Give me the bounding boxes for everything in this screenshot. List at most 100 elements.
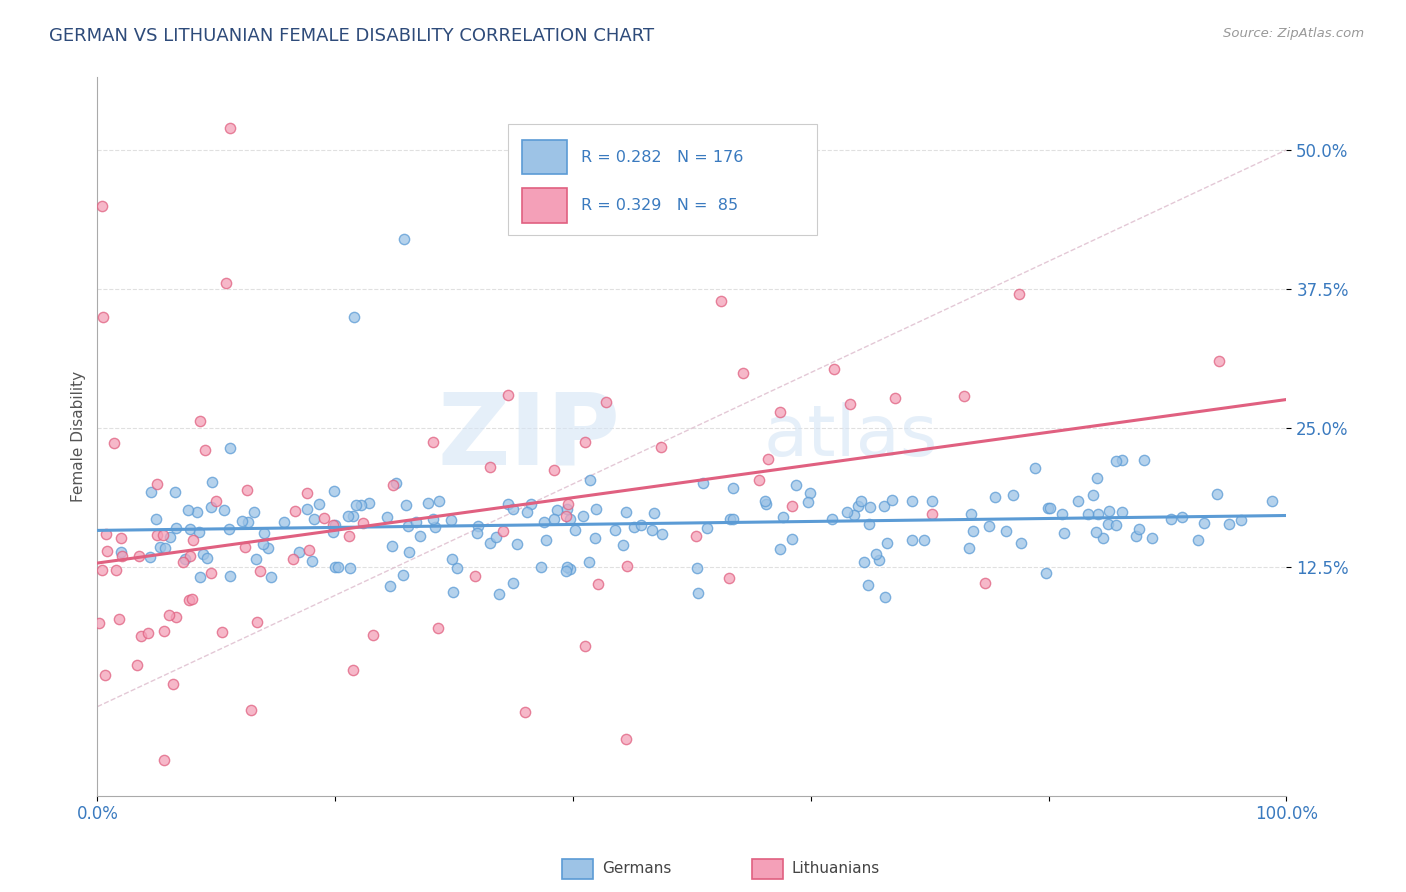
Text: Source: ZipAtlas.com: Source: ZipAtlas.com <box>1223 27 1364 40</box>
Point <box>574 434 596 449</box>
Point <box>572 508 595 523</box>
Point <box>558 562 581 576</box>
Point <box>295 485 318 500</box>
Point <box>342 310 364 324</box>
Point <box>378 578 401 592</box>
Point <box>1111 453 1133 467</box>
Point <box>257 541 280 555</box>
Point <box>977 519 1000 533</box>
Point <box>688 586 710 600</box>
Point <box>139 549 162 564</box>
Point <box>94 668 117 682</box>
Point <box>492 524 515 538</box>
Point <box>901 494 924 508</box>
Point <box>384 476 406 491</box>
Point <box>520 497 543 511</box>
Point <box>513 706 536 720</box>
Point <box>650 440 672 454</box>
Point <box>588 577 610 591</box>
Point <box>235 483 257 497</box>
Point <box>398 544 420 558</box>
Point <box>1092 531 1115 545</box>
Point <box>308 497 330 511</box>
Point <box>1024 460 1046 475</box>
Point <box>718 511 741 525</box>
Point <box>359 496 381 510</box>
Point <box>1010 536 1032 550</box>
Point <box>200 566 222 580</box>
Point <box>128 549 150 564</box>
Point <box>218 568 240 582</box>
Point <box>425 520 447 534</box>
Text: Germans: Germans <box>602 862 671 876</box>
Point <box>215 277 238 291</box>
Point <box>721 481 744 495</box>
Point <box>785 478 807 492</box>
Point <box>392 232 415 246</box>
Point <box>952 389 974 403</box>
Point <box>179 522 201 536</box>
Point <box>1053 526 1076 541</box>
Point <box>361 628 384 642</box>
Point <box>464 568 486 582</box>
Point <box>994 524 1017 538</box>
Point <box>245 615 267 630</box>
Point <box>769 541 792 556</box>
Point <box>502 576 524 591</box>
Point <box>578 473 600 487</box>
Point <box>506 537 529 551</box>
Point <box>218 522 240 536</box>
Point <box>692 475 714 490</box>
Point <box>555 559 578 574</box>
Point <box>91 563 114 577</box>
Point <box>1192 516 1215 531</box>
Point <box>884 391 907 405</box>
Point <box>1230 513 1253 527</box>
Point <box>245 552 267 566</box>
Point <box>252 537 274 551</box>
Point <box>219 120 242 135</box>
Point <box>1081 488 1104 502</box>
Point <box>441 552 464 566</box>
Point <box>1105 517 1128 532</box>
Point <box>239 703 262 717</box>
Point <box>152 624 174 638</box>
Point <box>382 477 405 491</box>
Point <box>1208 354 1230 368</box>
Point <box>427 621 450 635</box>
Point <box>780 533 803 547</box>
Point <box>974 575 997 590</box>
Point <box>873 590 896 604</box>
Point <box>823 361 845 376</box>
Point <box>103 436 125 450</box>
Point <box>835 505 858 519</box>
Point <box>912 533 935 547</box>
Point <box>962 524 984 538</box>
Point <box>756 452 779 467</box>
Point <box>748 473 770 487</box>
Point <box>172 555 194 569</box>
Point <box>1077 508 1099 522</box>
Point <box>200 500 222 514</box>
Point <box>686 560 709 574</box>
Point <box>1036 501 1059 516</box>
Point <box>858 516 880 531</box>
Point <box>1133 453 1156 467</box>
Point <box>146 528 169 542</box>
Point <box>186 505 208 519</box>
Point <box>502 502 524 516</box>
Point <box>322 524 344 539</box>
Point <box>177 503 200 517</box>
Point <box>249 564 271 578</box>
Point <box>564 523 586 537</box>
Point <box>1067 493 1090 508</box>
Point <box>295 502 318 516</box>
Point <box>1098 504 1121 518</box>
Point <box>110 531 132 545</box>
Point <box>821 512 844 526</box>
Point <box>755 497 778 511</box>
Point <box>179 549 201 563</box>
Point <box>162 677 184 691</box>
Point <box>381 539 404 553</box>
Point <box>1160 511 1182 525</box>
